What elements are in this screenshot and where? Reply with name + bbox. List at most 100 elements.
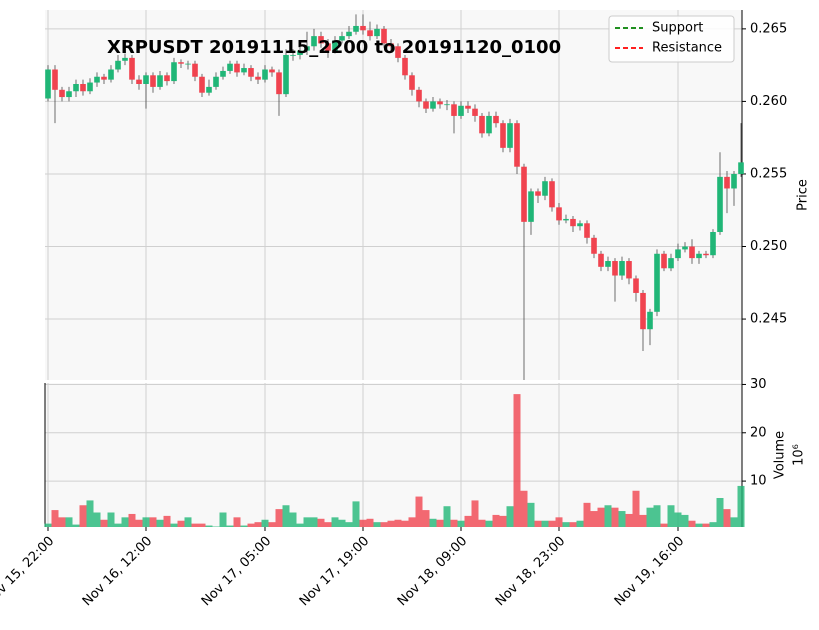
volume-bar: [563, 522, 570, 527]
volume-bar: [255, 522, 262, 527]
volume-bar: [395, 520, 402, 527]
x-tick-label: Nov 15, 22:00: [0, 534, 57, 610]
y2-tick-label: 20: [750, 425, 767, 440]
candle-body: [276, 72, 282, 94]
volume-bar: [612, 508, 619, 527]
volume-bar: [136, 520, 143, 527]
candle-body: [682, 247, 688, 250]
candle-body: [150, 75, 156, 87]
candle-body: [192, 64, 198, 77]
candle-body: [724, 177, 730, 189]
volume-bar: [346, 522, 353, 527]
candle-body: [654, 254, 660, 312]
y-tick-label: 0.260: [750, 94, 787, 109]
volume-bar: [367, 519, 374, 527]
volume-bar: [696, 524, 703, 527]
candle-body: [472, 109, 478, 116]
volume-bar: [227, 526, 234, 527]
volume-bar: [80, 505, 87, 527]
volume-bar: [66, 517, 73, 527]
volume-bar: [542, 521, 549, 527]
volume-bar: [87, 500, 94, 527]
candle-body: [528, 191, 534, 221]
candle-body: [87, 83, 93, 92]
volume-bar: [451, 520, 458, 527]
volume-bar: [437, 520, 444, 527]
candle-body: [59, 90, 65, 97]
volume-bar: [430, 519, 437, 527]
candle-body: [542, 181, 548, 196]
candle-body: [269, 69, 275, 72]
volume-bar: [514, 394, 521, 527]
x-tick-label: Nov 16, 12:00: [80, 534, 156, 610]
candle-body: [577, 223, 583, 226]
candle-body: [423, 101, 429, 108]
volume-bar: [115, 524, 122, 527]
volume-bar: [675, 513, 682, 527]
candle-body: [115, 61, 121, 70]
volume-bar: [374, 522, 381, 527]
volume-bar: [283, 505, 290, 527]
volume-bar: [332, 517, 339, 527]
volume-bar: [360, 520, 367, 527]
volume-bar: [108, 513, 115, 527]
candle-body: [283, 55, 289, 94]
volume-bar: [500, 516, 507, 527]
candle-body: [514, 123, 520, 167]
y2-label: Volume: [773, 431, 788, 479]
candle-body: [185, 64, 191, 65]
legend-label: Support: [652, 21, 703, 36]
y2-tick-label: 30: [750, 377, 767, 392]
volume-bar: [150, 517, 157, 527]
volume-bar: [661, 524, 668, 527]
volume-bar: [206, 526, 213, 527]
candle-body: [213, 77, 219, 87]
volume-bar: [731, 517, 738, 527]
candle-body: [255, 77, 261, 80]
price-panel: [45, 10, 742, 380]
volume-bar: [654, 505, 661, 527]
candle-body: [108, 69, 114, 79]
volume-bar: [234, 517, 241, 527]
candle-body: [612, 261, 618, 276]
volume-bar: [101, 520, 108, 527]
volume-bar: [122, 517, 129, 527]
volume-bar: [94, 513, 101, 527]
candle-body: [500, 123, 506, 148]
candle-body: [122, 58, 128, 61]
candle-body: [94, 77, 100, 83]
volume-bar: [409, 517, 416, 527]
volume-bar: [178, 521, 185, 527]
candle-body: [689, 247, 695, 259]
x-tick-label: Nov 17, 19:00: [297, 534, 373, 610]
candle-body: [136, 80, 142, 84]
candle-body: [178, 62, 184, 63]
candle-body: [675, 249, 681, 258]
volume-bar: [584, 503, 591, 527]
candle-body: [353, 26, 359, 32]
volume-bar: [458, 521, 465, 527]
volume-bar: [619, 511, 626, 527]
candle-body: [374, 29, 380, 36]
volume-bar: [626, 514, 633, 527]
volume-bar: [276, 509, 283, 527]
candle-body: [507, 123, 513, 148]
candle-body: [465, 106, 471, 109]
candle-body: [248, 68, 254, 77]
volume-bar: [465, 516, 472, 527]
candle-body: [143, 75, 149, 84]
candle-body: [710, 232, 716, 255]
volume-bar: [738, 486, 745, 527]
x-tick-label: Nov 19, 16:00: [612, 534, 688, 610]
candle-body: [647, 312, 653, 329]
candle-body: [241, 68, 247, 72]
candle-body: [535, 191, 541, 195]
candle-body: [45, 69, 51, 98]
volume-bar: [157, 520, 164, 527]
candle-body: [696, 254, 702, 258]
volume-bar: [486, 521, 493, 527]
volume-bar: [262, 520, 269, 527]
chart-title: XRPUSDT 20191115_2200 to 20191120_0100: [107, 37, 561, 58]
volume-bar: [143, 517, 150, 527]
